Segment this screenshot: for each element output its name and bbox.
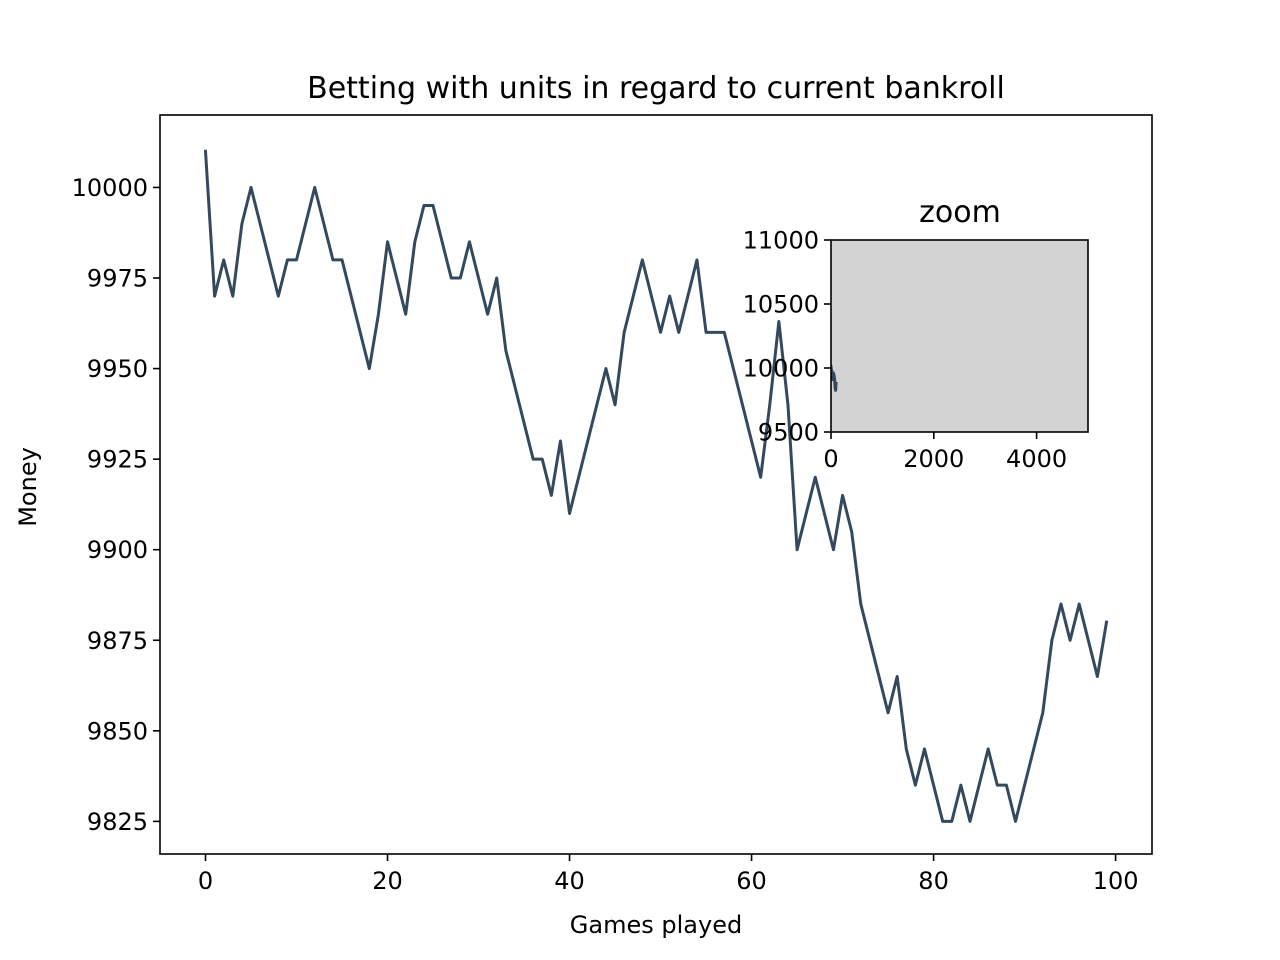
- y-tick-label: 11000: [743, 227, 819, 255]
- main-y-ticks: 9825 9850 9875 9900 9925 9950 9975 10000: [72, 174, 160, 836]
- y-tick-label: 9850: [87, 717, 148, 745]
- y-tick-label: 9875: [87, 627, 148, 655]
- x-tick-label: 0: [823, 445, 838, 473]
- x-tick: 100: [1093, 854, 1139, 895]
- inset-title: zoom: [919, 195, 1001, 230]
- x-tick: 60: [736, 854, 767, 895]
- y-tick: 9825: [87, 808, 160, 836]
- y-tick: 10500: [743, 291, 831, 319]
- y-tick: 10000: [72, 174, 160, 202]
- x-tick: 40: [554, 854, 585, 895]
- main-axes-frame: [159, 114, 1153, 855]
- y-tick-label: 9825: [87, 808, 148, 836]
- main-axes: Betting with units in regard to current …: [14, 71, 1153, 939]
- y-tick: 11000: [743, 227, 831, 255]
- x-tick: 2000: [903, 432, 964, 473]
- x-tick-label: 0: [198, 867, 213, 895]
- chart-title: Betting with units in regard to current …: [307, 71, 1005, 106]
- y-tick: 9950: [87, 355, 160, 383]
- inset-series-line: [831, 365, 838, 392]
- inset-plot-area: [831, 365, 838, 392]
- x-tick: 4000: [1006, 432, 1067, 473]
- y-tick: 10000: [743, 355, 831, 383]
- y-tick-label: 9975: [87, 265, 148, 293]
- inset-axes: zoom 0 2000 4000 9500 10000 10500 11000: [743, 195, 1089, 473]
- y-tick-label: 9900: [87, 536, 148, 564]
- y-tick: 9900: [87, 536, 160, 564]
- y-tick-label: 9500: [758, 419, 819, 447]
- x-tick: 80: [918, 854, 949, 895]
- main-x-ticks: 0 20 40 60 80 100: [198, 854, 1139, 895]
- x-tick-label: 60: [736, 867, 767, 895]
- x-tick: 0: [198, 854, 213, 895]
- inset-x-ticks: 0 2000 4000: [823, 432, 1067, 473]
- x-tick: 20: [372, 854, 403, 895]
- y-tick-label: 10000: [72, 174, 148, 202]
- y-tick: 9975: [87, 265, 160, 293]
- y-tick: 9500: [758, 419, 831, 447]
- x-tick-label: 4000: [1006, 445, 1067, 473]
- y-axis-label: Money: [14, 447, 42, 527]
- inset-axes-frame: [830, 239, 1089, 433]
- x-tick-label: 40: [554, 867, 585, 895]
- inset-y-ticks: 9500 10000 10500 11000: [743, 227, 831, 447]
- y-tick: 9850: [87, 717, 160, 745]
- x-tick-label: 80: [918, 867, 949, 895]
- x-axis-label: Games played: [570, 911, 742, 939]
- y-tick-label: 9950: [87, 355, 148, 383]
- y-tick-label: 10000: [743, 355, 819, 383]
- y-tick: 9875: [87, 627, 160, 655]
- series-line-money: [203, 149, 1109, 823]
- inset-background: [831, 240, 1088, 432]
- y-tick-label: 10500: [743, 291, 819, 319]
- main-plot-area: [203, 149, 1109, 823]
- x-tick: 0: [823, 432, 839, 473]
- x-tick-label: 2000: [903, 445, 964, 473]
- x-tick-label: 100: [1093, 867, 1139, 895]
- y-tick-label: 9925: [87, 446, 148, 474]
- x-tick-label: 20: [372, 867, 403, 895]
- y-tick: 9925: [87, 446, 160, 474]
